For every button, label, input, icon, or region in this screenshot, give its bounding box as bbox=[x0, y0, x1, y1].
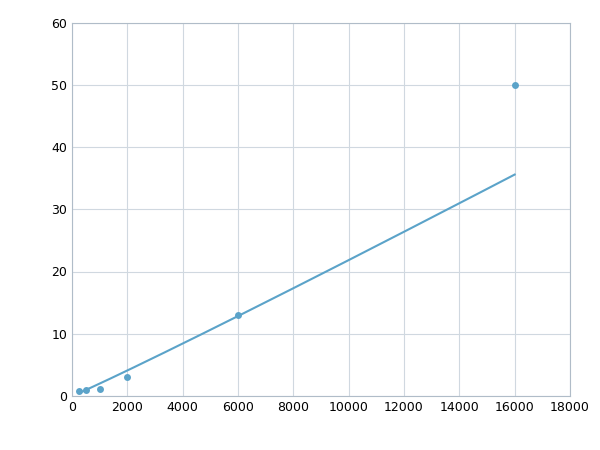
Point bbox=[81, 386, 91, 393]
Point bbox=[95, 386, 104, 393]
Point bbox=[122, 374, 132, 381]
Point bbox=[233, 311, 243, 319]
Point bbox=[510, 81, 520, 88]
Point bbox=[74, 387, 84, 395]
